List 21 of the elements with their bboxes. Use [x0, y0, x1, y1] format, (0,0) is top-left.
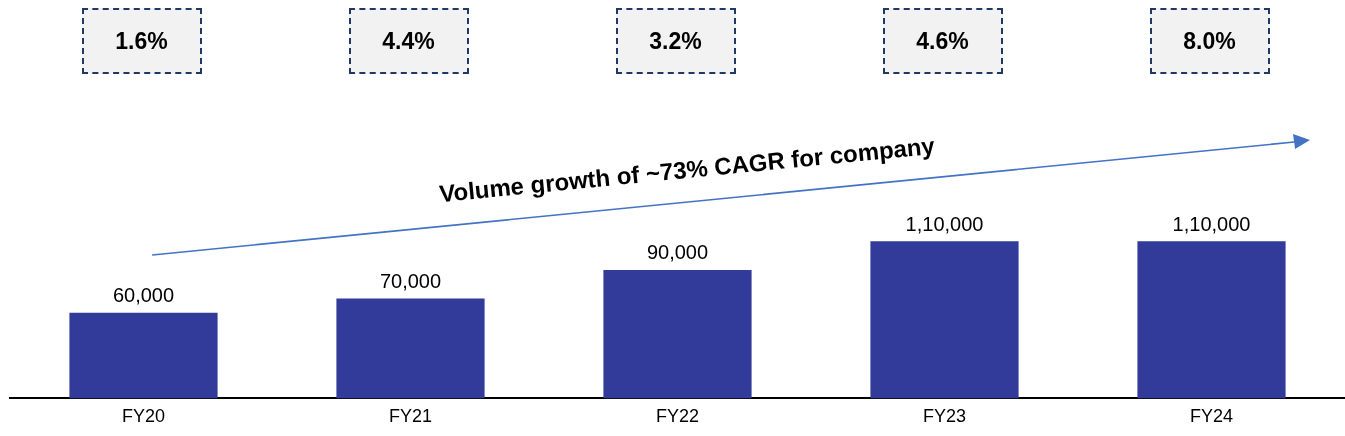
bar: [1137, 241, 1286, 399]
x-tick-label: FY23: [922, 406, 967, 427]
x-tick-label: FY22: [655, 406, 700, 427]
text: 3.2%: [615, 8, 736, 74]
x-tick-label: FY20: [121, 406, 166, 427]
bar: [870, 241, 1019, 399]
x-tick-label: FY24: [1189, 406, 1234, 427]
data-label: 60,000: [112, 284, 175, 307]
bar: [69, 312, 218, 399]
bar: [603, 269, 752, 399]
bar: [336, 298, 485, 399]
data-label: 1,10,000: [905, 212, 984, 235]
data-label: 70,000: [379, 269, 442, 292]
text: 1.6%: [81, 8, 202, 74]
text: 4.4%: [348, 8, 469, 74]
x-tick-label: FY21: [388, 406, 433, 427]
text: Volume growth of ~73% CAGR for company: [438, 131, 936, 209]
data-label: 90,000: [646, 241, 709, 264]
text: 4.6%: [882, 8, 1003, 74]
data-label: 1,10,000: [1172, 212, 1251, 235]
text: 8.0%: [1149, 8, 1270, 74]
